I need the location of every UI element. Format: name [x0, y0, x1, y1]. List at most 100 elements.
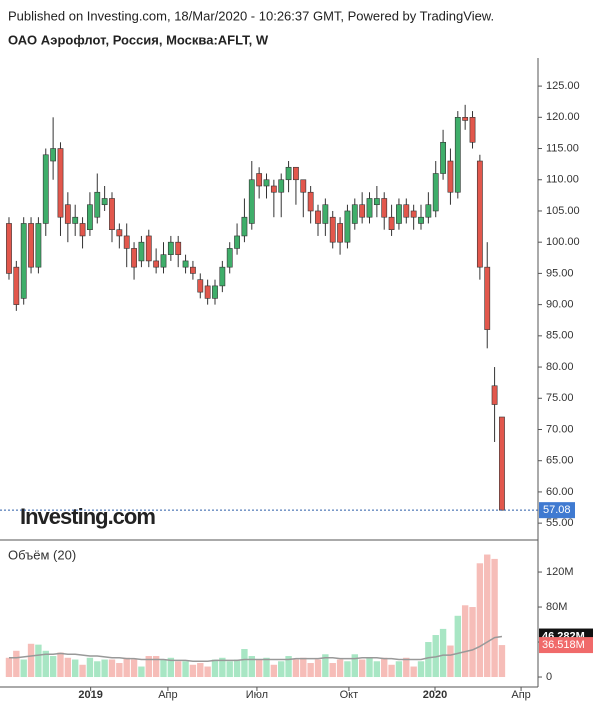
candle-body: [64, 204, 71, 224]
x-tick-label: Окт: [340, 689, 359, 701]
volume-bar: [469, 607, 476, 678]
candle-body: [72, 216, 79, 224]
y-tick-label: 65.00: [546, 455, 574, 467]
candle-body: [270, 185, 277, 193]
candle-body: [28, 223, 34, 268]
volume-bar: [300, 657, 307, 678]
volume-tick-label: 0: [546, 671, 552, 683]
volume-bar: [160, 659, 167, 678]
candle-body: [197, 279, 204, 293]
volume-bar: [86, 657, 94, 678]
candle-body: [278, 179, 285, 193]
volume-bar: [13, 650, 20, 678]
volume-bar: [64, 657, 72, 678]
candle-body: [138, 241, 145, 262]
volume-bar: [108, 659, 116, 678]
candle-body: [101, 198, 108, 206]
candle-body: [109, 198, 115, 230]
volume-bar: [197, 663, 204, 678]
y-tick-label: 95.00: [546, 267, 574, 279]
y-tick-label: 110.00: [546, 174, 579, 186]
chart-title: ОАО Аэрофлот, Россия, Москва:AFLT, W: [8, 32, 269, 47]
y-tick-label: 85.00: [546, 330, 574, 342]
candle-body: [359, 204, 366, 218]
volume-bar: [27, 643, 35, 678]
y-tick-label: 55.00: [546, 517, 574, 529]
y-tick-label: 105.00: [546, 205, 580, 217]
volume-bar: [292, 659, 300, 678]
volume-bar: [189, 664, 197, 678]
volume-bar: [241, 649, 248, 678]
candle-body: [418, 216, 424, 224]
candle-body: [373, 198, 380, 206]
candle-body: [182, 260, 189, 268]
y-tick-label: 120.00: [546, 111, 580, 123]
volume-bar: [248, 656, 255, 678]
volume-bar: [152, 656, 160, 678]
candle-body: [432, 173, 439, 212]
candle-body: [440, 141, 446, 174]
volume-bar: [498, 645, 506, 678]
candle-body: [204, 285, 211, 299]
candle-body: [307, 191, 314, 212]
volume-bar: [439, 628, 447, 678]
volume-bar: [491, 558, 498, 678]
x-tick-label: 2020: [423, 689, 447, 701]
volume-last-label: 36.518M: [542, 639, 585, 651]
candle-body: [234, 235, 240, 249]
y-tick-label: 100.00: [546, 236, 580, 248]
candle-body: [491, 385, 498, 405]
candle-body: [454, 117, 461, 193]
volume-bar: [381, 657, 388, 678]
candle-body: [50, 148, 57, 162]
volume-bar: [417, 661, 425, 678]
volume-bar: [344, 661, 351, 678]
last-price-label: 57.08: [543, 504, 571, 516]
volume-bar: [351, 654, 358, 678]
candle-body: [425, 204, 432, 218]
candle-body: [329, 216, 336, 243]
candle-body: [87, 204, 93, 230]
volume-ma-line: [8, 635, 503, 663]
candle-body: [226, 248, 233, 268]
volume-bar: [182, 661, 189, 678]
volume-bar: [388, 664, 395, 678]
y-tick-label: 70.00: [546, 423, 574, 435]
volume-bar: [138, 666, 145, 678]
volume-bar: [373, 661, 381, 678]
y-tick-label: 90.00: [546, 299, 574, 311]
volume-bar: [130, 659, 138, 678]
header: Published on Investing.com, 18/Mar/2020 …: [8, 8, 494, 23]
candle-body: [410, 210, 417, 218]
volume-bar: [447, 645, 454, 678]
volume-bar: [5, 657, 13, 678]
volume-bar: [123, 657, 130, 678]
volume-bar: [410, 666, 417, 678]
volume-bar: [79, 664, 86, 678]
y-tick-label: 80.00: [546, 361, 574, 373]
volume-bar: [278, 661, 285, 678]
volume-bar: [145, 656, 152, 678]
volume-tick-label: 120M: [546, 566, 574, 578]
candle-body: [42, 154, 49, 224]
volume-tick-label: 80M: [546, 601, 567, 613]
volume-bar: [94, 661, 101, 678]
volume-bar: [233, 659, 241, 678]
candle-body: [20, 223, 27, 299]
volume-bar: [336, 659, 344, 678]
volume-bar: [49, 656, 57, 678]
candle-body: [300, 179, 307, 193]
volume-bar: [432, 635, 439, 678]
candle-body: [241, 216, 248, 237]
candle-body: [396, 204, 402, 224]
candle-body: [160, 254, 167, 268]
volume-bar: [204, 666, 211, 678]
y-tick-label: 75.00: [546, 392, 574, 404]
candle-body: [13, 266, 20, 305]
volume-bar: [425, 642, 432, 678]
y-tick-label: 115.00: [546, 142, 579, 154]
volume-bar: [366, 657, 373, 678]
candle-body: [79, 223, 86, 237]
